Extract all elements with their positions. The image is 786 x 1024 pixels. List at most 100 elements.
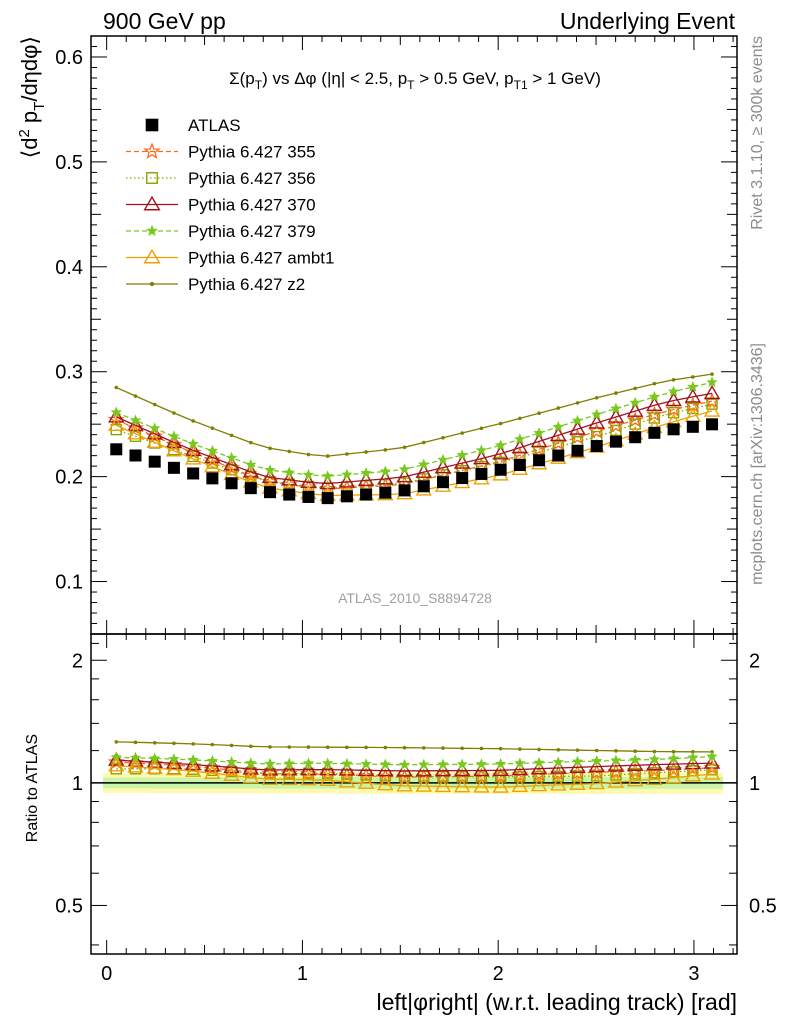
ratio-axis-ticks (91, 634, 737, 954)
ratio-point (607, 757, 625, 772)
legend-entry: Pythia 6.427 356 (126, 169, 316, 188)
data-point (629, 396, 641, 408)
main-y-tick-label: 0.2 (55, 467, 83, 489)
ratio-point (191, 742, 195, 746)
data-point (473, 450, 490, 465)
ratio-point (322, 757, 334, 769)
data-point (550, 426, 567, 441)
data-point (165, 442, 183, 457)
data-point (248, 440, 253, 445)
ratio-point (396, 762, 413, 777)
data-point (667, 407, 680, 419)
data-point (225, 451, 238, 463)
ratio-point (684, 767, 702, 782)
ratio-point (453, 762, 471, 777)
ratio-point (665, 755, 682, 770)
legend-marker (146, 172, 158, 184)
rivet-version-text: Rivet 3.1.10, ≥ 300k events (749, 36, 766, 230)
series-3 (108, 384, 721, 490)
data-point (706, 418, 719, 431)
ratio-point (610, 754, 622, 766)
data-point (537, 411, 541, 416)
data-point (129, 414, 142, 426)
ratio-point (415, 762, 432, 777)
ratio-point (479, 746, 484, 751)
data-point (591, 408, 603, 420)
ratio-point (172, 741, 176, 746)
data-point (475, 444, 488, 456)
ratio-point (687, 751, 699, 763)
ratio-point (204, 757, 221, 772)
ratio-point (418, 758, 430, 770)
data-point (321, 492, 334, 505)
ratio-point (475, 758, 488, 770)
ratio-series-6 (114, 740, 714, 754)
ratio-point (537, 747, 541, 752)
ratio-y-tick-labels-right: 0.5 1 2 (749, 650, 777, 917)
data-point (242, 463, 260, 478)
data-point (626, 402, 644, 417)
ratio-series-5 (108, 757, 721, 793)
ratio-point (242, 760, 260, 775)
data-point (146, 425, 163, 440)
ratio-point (703, 765, 721, 780)
data-point (114, 385, 119, 390)
data-point (223, 456, 240, 471)
mcplots-reference-text: mcplots.cern.ch [arXiv:1306.3436] (749, 343, 766, 585)
ratio-point (533, 756, 545, 768)
ratio-point (114, 740, 119, 744)
ratio-y-tick-label: 0.5 (55, 895, 83, 917)
data-point (569, 420, 586, 435)
data-point (229, 433, 234, 438)
data-point (494, 463, 507, 476)
ratio-point (514, 771, 526, 783)
data-point (187, 437, 199, 449)
data-point (437, 453, 449, 465)
main-y-tick-label: 0.4 (55, 257, 83, 279)
x-axis-label: left|φright| (w.r.t. leading track) [rad… (377, 989, 738, 1015)
ratio-line (116, 755, 713, 766)
ratio-y-tick-label-right: 1 (749, 773, 760, 795)
data-point (684, 388, 702, 403)
ratio-point (706, 750, 718, 762)
legend-entry: Pythia 6.427 379 (126, 222, 316, 241)
x-tick-label: 1 (297, 963, 308, 985)
data-point (108, 408, 125, 423)
ratio-point (287, 745, 292, 749)
data-point (571, 414, 584, 426)
ratio-point (460, 746, 465, 751)
data-point (479, 426, 484, 431)
data-point (569, 428, 586, 445)
main-series-group (107, 372, 721, 505)
ratio-point (530, 777, 548, 792)
data-point (614, 391, 618, 395)
data-point (456, 472, 469, 485)
ratio-point (434, 778, 452, 793)
series-line (116, 392, 713, 485)
legend-entry: Pythia 6.427 ambt1 (126, 249, 334, 268)
data-point (511, 439, 529, 454)
ratio-point (268, 745, 272, 749)
data-point (665, 392, 682, 407)
data-point (129, 449, 142, 462)
ratio-series-3 (108, 751, 721, 777)
ratio-point (518, 747, 522, 751)
data-point (110, 443, 123, 456)
data-point (146, 433, 163, 448)
ratio-point (671, 749, 676, 754)
data-point (377, 470, 394, 485)
data-point (687, 381, 699, 392)
data-point (168, 430, 180, 442)
data-point (571, 444, 584, 457)
data-point (302, 490, 315, 503)
main-y-tick-label: 0.5 (55, 152, 83, 174)
ratio-point (127, 752, 144, 767)
data-point (549, 434, 567, 451)
ratio-line (116, 759, 713, 772)
legend-label: Pythia 6.427 355 (188, 143, 316, 162)
data-point (204, 449, 221, 464)
ratio-point (377, 762, 394, 777)
data-point (398, 463, 411, 475)
data-point (418, 458, 430, 470)
